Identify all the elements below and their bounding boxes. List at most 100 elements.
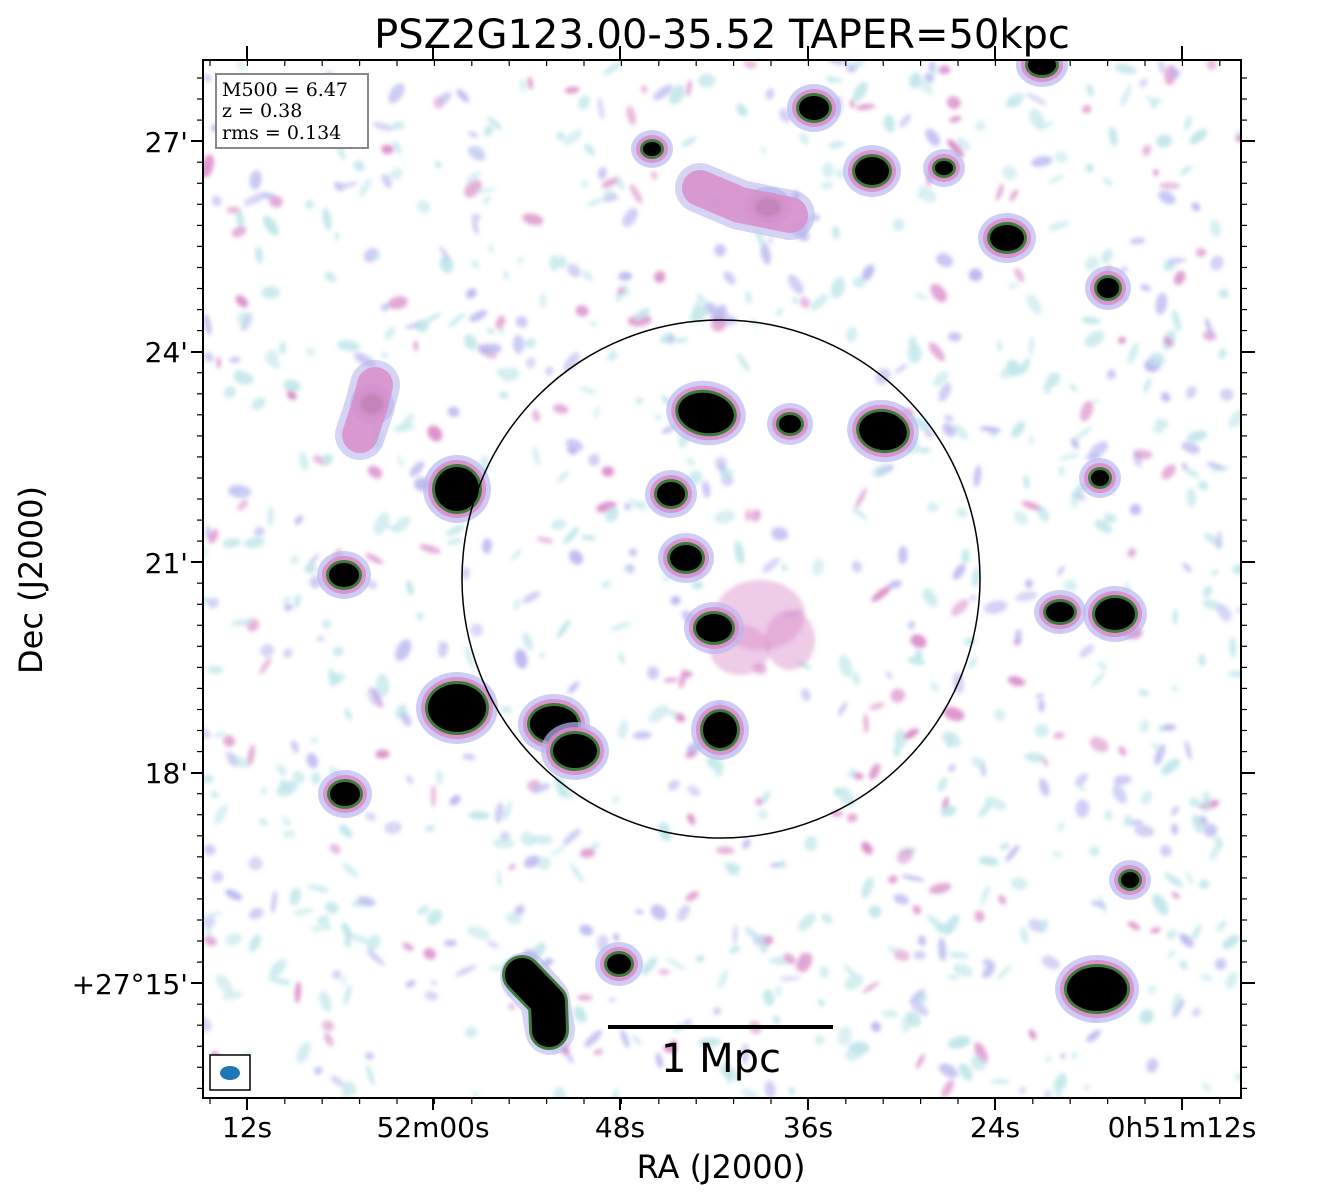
noise-blob	[1182, 562, 1192, 573]
noise-blob	[928, 61, 936, 72]
noise-blob	[339, 824, 353, 838]
noise-blob	[439, 91, 452, 104]
noise-blob	[553, 1086, 567, 1098]
noise-blob	[1004, 101, 1022, 108]
noise-blob	[868, 763, 881, 780]
noise-blob	[381, 303, 390, 311]
noise-blob	[577, 994, 593, 1001]
noise-blob	[898, 545, 908, 565]
noise-blob	[563, 352, 580, 373]
noise-blob	[522, 632, 534, 651]
noise-blob	[1035, 693, 1045, 700]
noise-blob	[775, 985, 782, 996]
noise-blob	[696, 291, 710, 308]
noise-blob	[286, 390, 297, 401]
noise-blob	[653, 84, 673, 101]
noise-blob	[261, 286, 281, 299]
noise-blob	[744, 926, 762, 943]
info-redshift: z = 0.38	[222, 100, 302, 122]
noise-blob	[1173, 270, 1186, 286]
noise-blob	[908, 620, 915, 630]
beam-box	[209, 1054, 251, 1091]
noise-blob	[227, 484, 252, 498]
noise-blob	[673, 337, 688, 343]
noise-blob	[903, 728, 919, 740]
noise-blob	[468, 810, 490, 820]
noise-blob	[464, 179, 482, 198]
noise-blob	[406, 775, 414, 785]
noise-blob	[1091, 672, 1105, 688]
noise-blob	[213, 804, 229, 825]
noise-blob	[454, 964, 477, 977]
noise-blob	[716, 846, 735, 855]
noise-blob	[885, 671, 893, 679]
noise-blob	[1106, 369, 1116, 380]
noise-blob	[1162, 724, 1177, 731]
noise-blob	[888, 875, 898, 884]
noise-blob	[247, 744, 255, 767]
noise-blob	[261, 786, 267, 795]
noise-blob	[888, 580, 902, 589]
noise-blob	[514, 904, 525, 916]
noise-blob	[237, 499, 249, 511]
noise-blob	[1220, 388, 1234, 401]
noise-blob	[265, 349, 279, 367]
noise-blob	[366, 934, 381, 952]
radio-source	[607, 954, 631, 974]
noise-blob	[532, 409, 541, 423]
noise-blob	[1038, 699, 1045, 713]
noise-blob	[1158, 60, 1166, 74]
noise-blob	[626, 105, 637, 126]
noise-blob	[1038, 120, 1054, 131]
noise-blob	[1202, 1081, 1211, 1093]
noise-blob	[702, 480, 711, 499]
noise-blob	[1185, 385, 1197, 399]
radio-source	[990, 225, 1024, 251]
noise-blob	[556, 131, 566, 141]
noise-blob	[750, 509, 762, 522]
noise-blob	[1227, 670, 1241, 678]
noise-blob	[416, 612, 424, 621]
noise-blob	[260, 644, 275, 658]
noise-blob	[611, 1088, 619, 1098]
axis-ticks	[191, 46, 1255, 1110]
noise-blob	[667, 335, 675, 344]
noise-blob	[647, 666, 659, 680]
noise-blob	[1148, 984, 1156, 995]
noise-blob	[804, 836, 818, 852]
noise-blob	[536, 856, 552, 870]
noise-blob	[307, 884, 330, 893]
noise-blob	[1129, 503, 1142, 516]
noise-blob	[1056, 821, 1066, 832]
noise-blob	[207, 597, 219, 609]
noise-blob	[530, 834, 554, 845]
noise-blob	[1084, 256, 1100, 271]
x-tick-label: 24s	[970, 1111, 1020, 1144]
noise-blob	[624, 503, 631, 510]
noise-blob	[641, 85, 647, 94]
noise-blob	[1166, 257, 1186, 264]
noise-blob	[1134, 449, 1153, 460]
noise-blob	[770, 527, 789, 541]
noise-blob	[1216, 530, 1222, 550]
noise-blob	[467, 926, 490, 940]
diffuse-emission	[765, 610, 815, 670]
noise-blob	[1149, 101, 1158, 109]
noise-blob	[947, 974, 960, 980]
noise-blob	[267, 505, 274, 527]
noise-blob	[294, 515, 303, 525]
noise-blob	[861, 877, 874, 899]
noise-blob	[593, 406, 600, 419]
noise-blob	[237, 311, 251, 326]
noise-blob	[970, 1055, 986, 1071]
noise-blob	[1028, 435, 1034, 446]
noise-blob	[1019, 1086, 1026, 1094]
noise-blob	[1179, 165, 1192, 176]
noise-blob	[1167, 950, 1176, 959]
noise-blob	[914, 293, 929, 301]
noise-blob	[1179, 960, 1188, 970]
noise-blob	[1052, 732, 1065, 739]
noise-blob	[863, 713, 869, 734]
noise-blob	[1163, 336, 1174, 347]
noise-blob	[503, 270, 510, 281]
